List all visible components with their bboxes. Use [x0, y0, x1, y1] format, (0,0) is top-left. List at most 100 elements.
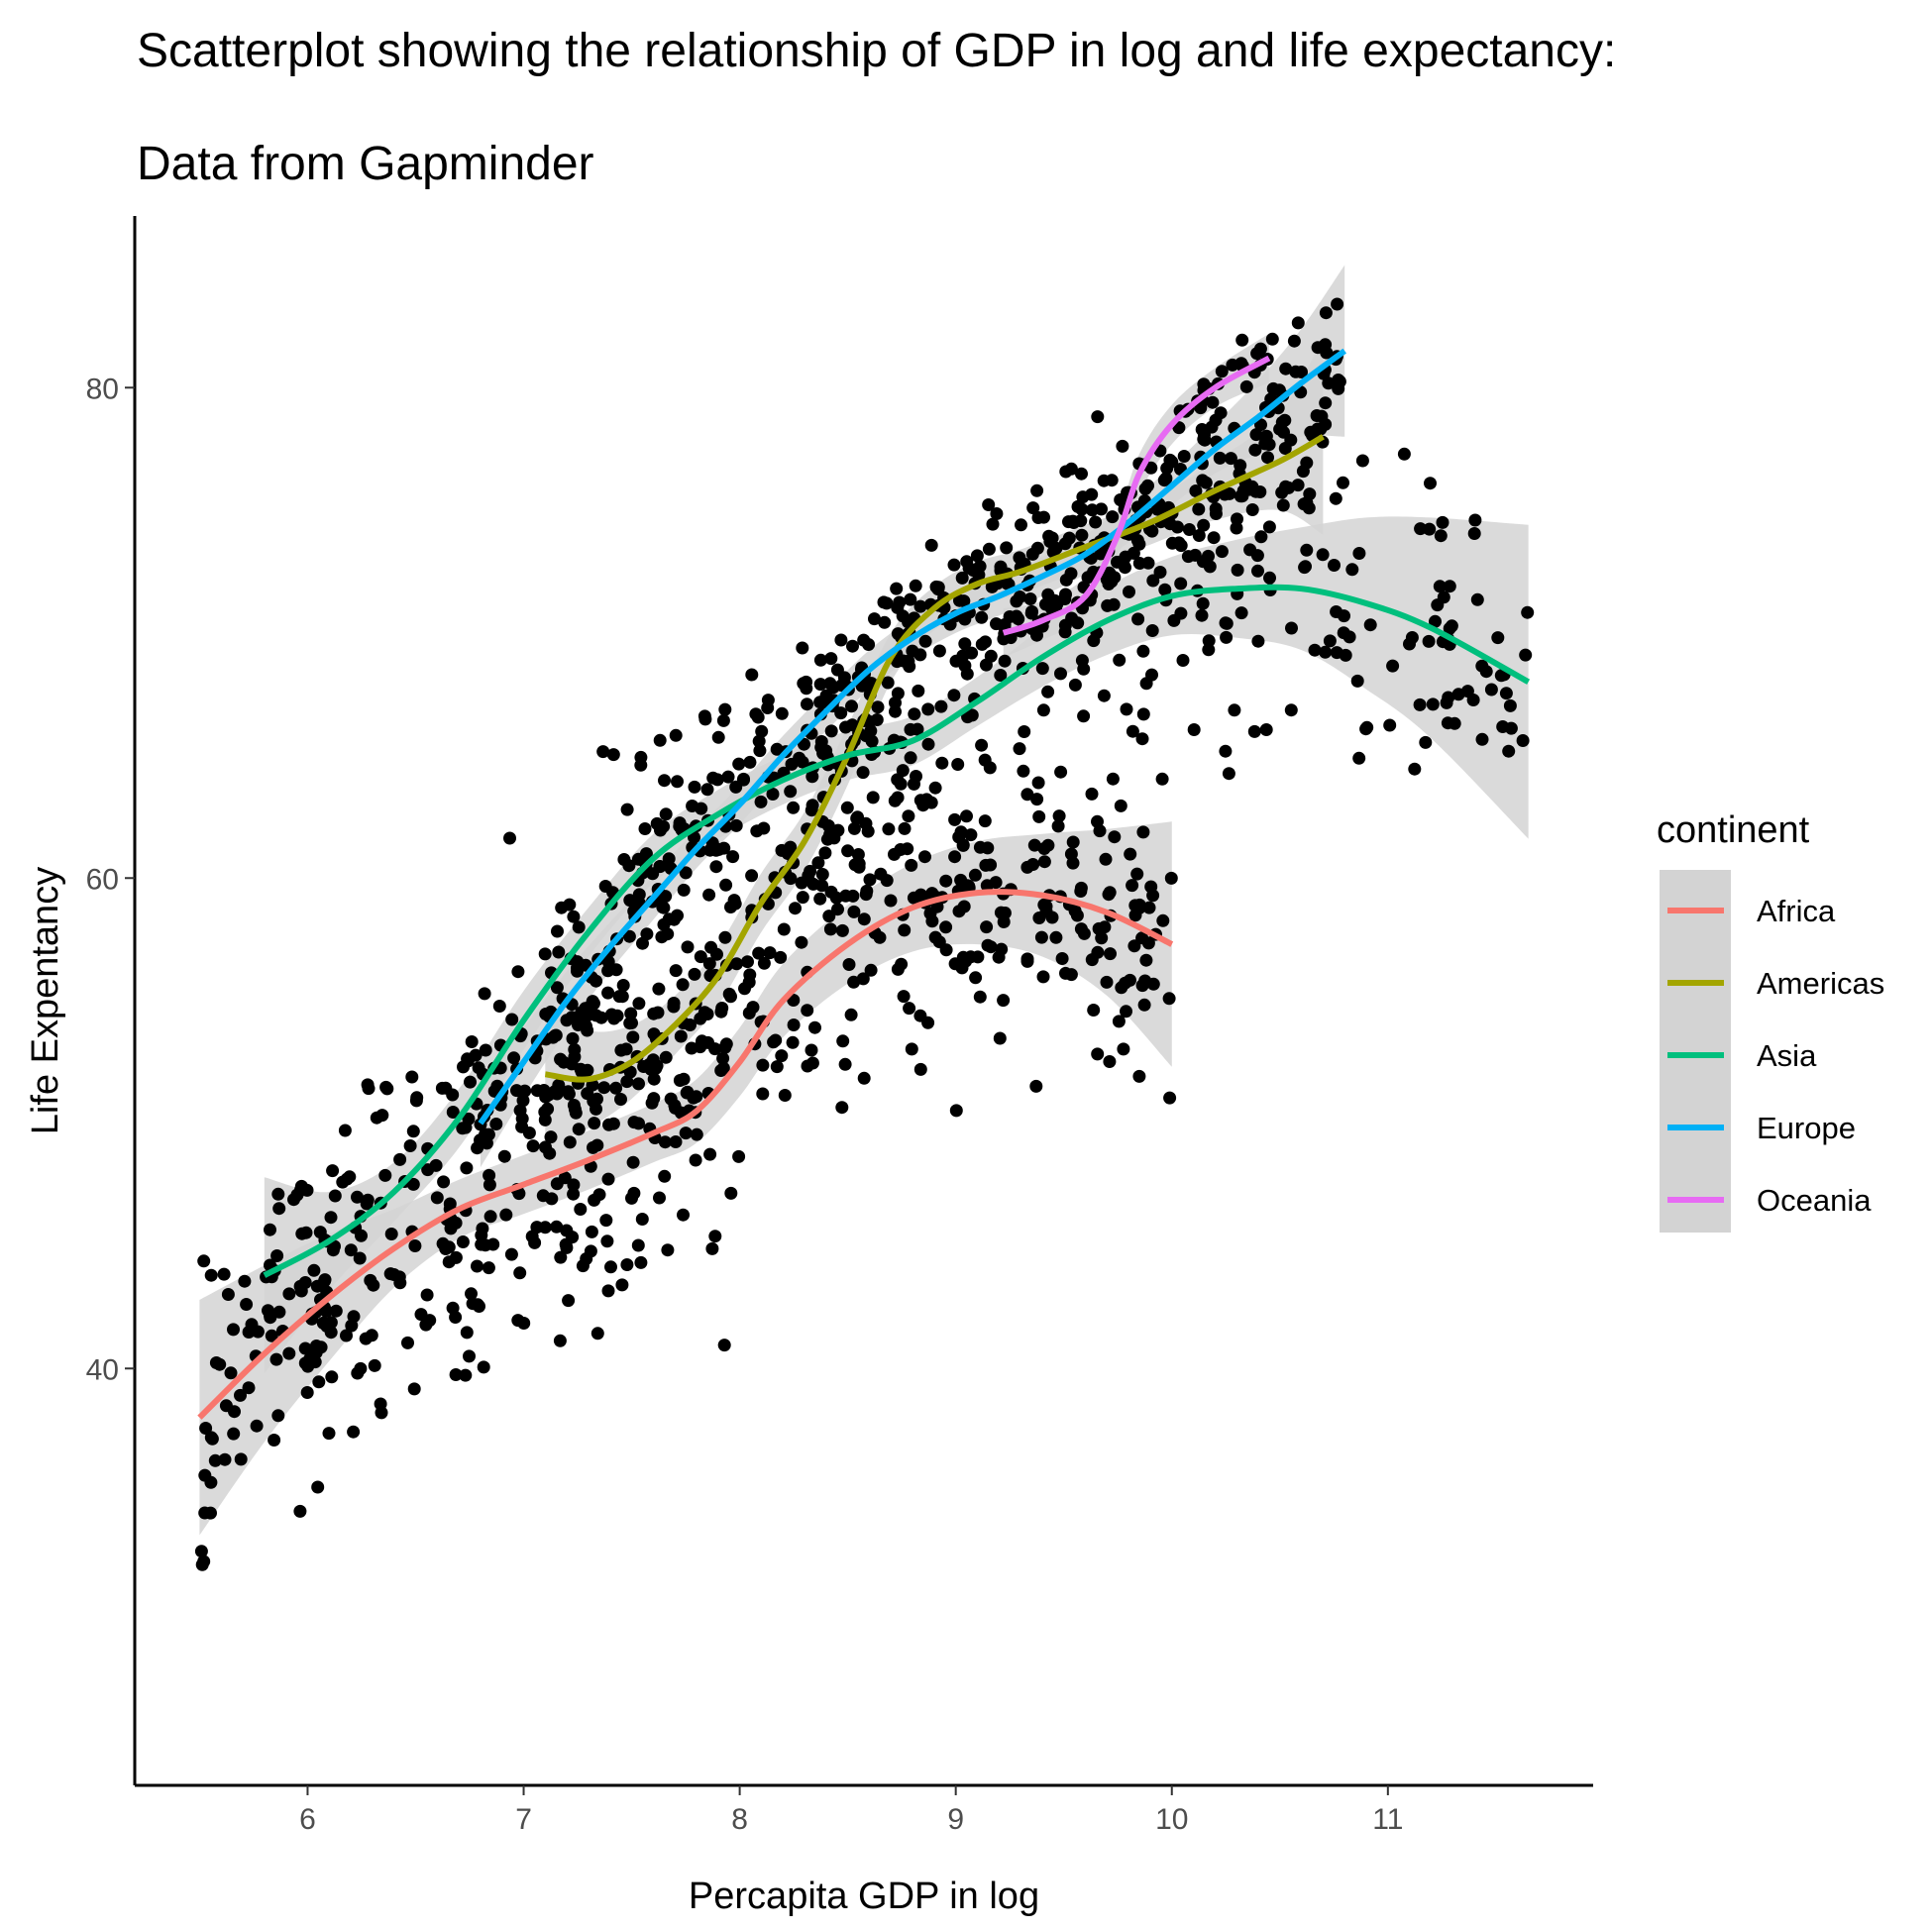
scatter-point — [1195, 608, 1209, 622]
scatter-point — [658, 774, 671, 788]
scatter-point — [797, 677, 810, 691]
scatter-point — [910, 770, 922, 783]
scatter-point — [555, 901, 569, 914]
scatter-point — [1141, 479, 1154, 492]
scatter-point — [1163, 453, 1177, 467]
scatter-point — [730, 957, 743, 971]
scatter-point — [322, 1427, 336, 1441]
scatter-point — [197, 1555, 211, 1568]
scatter-point — [1202, 549, 1215, 563]
scatter-point — [351, 1190, 364, 1204]
scatter-point — [477, 1360, 490, 1374]
scatter-point — [1097, 689, 1111, 702]
scatter-point — [405, 1070, 419, 1084]
scatter-point — [703, 1147, 717, 1161]
scatter-point — [1470, 592, 1484, 606]
scatter-point — [1328, 559, 1341, 572]
scatter-point — [893, 595, 907, 609]
scatter-point — [1422, 634, 1436, 648]
scatter-point — [824, 724, 838, 738]
scatter-point — [921, 737, 935, 751]
scatter-point — [1085, 953, 1099, 967]
scatter-point — [831, 903, 844, 916]
scatter-point — [934, 699, 948, 713]
scatter-point — [242, 1381, 256, 1395]
scatter-point — [1036, 703, 1050, 717]
scatter-point — [566, 1031, 580, 1045]
scatter-point — [622, 929, 636, 943]
scatter-point — [585, 1225, 598, 1238]
scatter-point — [1164, 871, 1178, 885]
scatter-point — [1085, 787, 1099, 801]
scatter-point — [312, 1375, 326, 1389]
scatter-point — [878, 615, 892, 629]
scatter-point — [715, 1002, 729, 1015]
scatter-point — [268, 1434, 281, 1447]
scatter-point — [913, 1062, 927, 1076]
scatter-point — [1013, 551, 1026, 565]
series-line-asia — [263, 584, 1531, 1278]
scatter-point — [721, 770, 735, 784]
scatter-point — [1223, 486, 1236, 500]
scatter-point — [1484, 683, 1498, 697]
scatter-point — [584, 1244, 597, 1258]
scatter-point — [982, 498, 996, 511]
scatter-point — [1113, 653, 1127, 667]
legend-title: continent — [1657, 809, 1810, 851]
scatter-point — [626, 1155, 640, 1169]
scatter-point — [620, 1258, 634, 1271]
scatter-point — [700, 783, 714, 797]
scatter-point — [632, 997, 646, 1011]
scatter-point — [647, 1007, 661, 1020]
scatter-point — [240, 1298, 254, 1311]
scatter-point — [1279, 362, 1293, 375]
scatter-point — [616, 979, 630, 992]
scatter-point — [901, 842, 914, 856]
scatter-point — [753, 744, 767, 758]
scatter-point — [270, 1249, 284, 1262]
scatter-point — [710, 773, 724, 787]
scatter-point — [545, 1192, 559, 1206]
scatter-point — [904, 751, 917, 765]
scatter-point — [360, 1197, 374, 1211]
scatter-point — [1521, 605, 1535, 619]
scatter-point — [324, 1326, 338, 1340]
scatter-point — [958, 637, 972, 651]
scatter-point — [1015, 518, 1027, 532]
scatter-point — [1064, 847, 1078, 861]
scatter-point — [1316, 548, 1330, 562]
scatter-point — [918, 850, 931, 864]
scatter-point — [218, 1452, 232, 1466]
scatter-point — [979, 858, 993, 872]
scatter-point — [1355, 454, 1369, 468]
scatter-point — [1219, 744, 1233, 758]
scatter-point — [1117, 1042, 1130, 1056]
scatter-point — [805, 1043, 818, 1057]
scatter-point — [326, 1164, 340, 1178]
scatter-point — [1494, 669, 1508, 683]
scatter-point — [787, 1019, 801, 1031]
scatter-point — [298, 1356, 312, 1370]
scatter-point — [971, 950, 985, 964]
scatter-point — [1158, 583, 1172, 596]
scatter-point — [1174, 539, 1188, 553]
scatter-point — [640, 927, 654, 941]
scatter-point — [770, 742, 784, 756]
scatter-point — [1035, 662, 1049, 676]
scatter-point — [694, 950, 707, 964]
scatter-point — [328, 1189, 342, 1203]
scatter-point — [1519, 648, 1533, 662]
scatter-point — [298, 1276, 312, 1289]
scatter-point — [511, 965, 525, 979]
scatter-point — [1139, 677, 1153, 691]
scatter-point — [741, 955, 754, 969]
scatter-point — [1030, 793, 1044, 806]
scatter-point — [282, 1346, 296, 1360]
scatter-point — [1100, 573, 1114, 587]
scatter-point — [913, 599, 927, 613]
scatter-point — [1111, 555, 1124, 569]
scatter-point — [1146, 574, 1160, 588]
scatter-point — [575, 1065, 589, 1079]
scatter-point — [1253, 342, 1267, 356]
scatter-point — [1100, 975, 1114, 989]
